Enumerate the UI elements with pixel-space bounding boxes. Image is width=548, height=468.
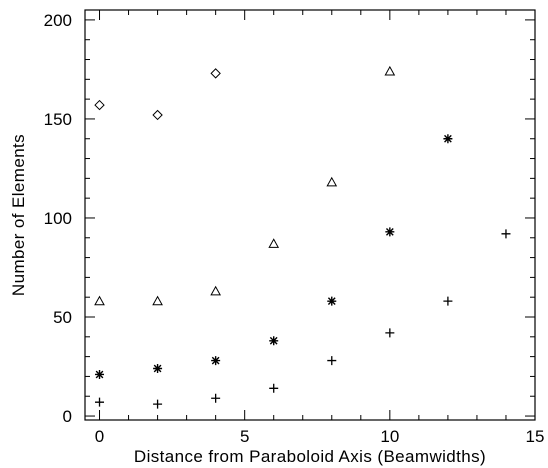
asterisk-point — [95, 369, 105, 379]
x-tick-label: 15 — [526, 427, 545, 446]
plus-point — [327, 356, 337, 366]
diamond-point — [94, 99, 105, 111]
y-tick-label: 50 — [53, 308, 72, 327]
triangle-point — [210, 285, 221, 296]
asterisk-point — [269, 336, 279, 346]
plot-frame — [84, 9, 536, 421]
plus-point — [385, 328, 395, 338]
plus-point — [153, 399, 163, 409]
plus-point — [443, 296, 453, 306]
x-tick-label: 0 — [95, 427, 104, 446]
plus-point — [269, 383, 279, 393]
triangle-point — [94, 295, 105, 306]
plus-point — [211, 393, 221, 403]
triangle-point — [152, 295, 163, 306]
y-axis-label: Number of Elements — [9, 134, 28, 296]
asterisk-point — [327, 296, 337, 306]
asterisk-point — [385, 227, 395, 237]
plus-point — [95, 397, 105, 407]
plus-point — [501, 229, 511, 239]
data-markers — [94, 65, 511, 409]
x-axis-label: Distance from Paraboloid Axis (Beamwidth… — [134, 447, 486, 466]
y-tick-label: 100 — [44, 209, 72, 228]
diamond-point — [152, 109, 163, 121]
asterisk-point — [153, 364, 163, 374]
triangle-point — [326, 176, 338, 187]
triangle-point — [268, 238, 280, 248]
x-tick-label: 5 — [240, 427, 249, 446]
x-tick-label: 10 — [380, 427, 399, 446]
asterisk-point — [443, 134, 453, 144]
y-tick-label: 0 — [63, 407, 72, 426]
y-tick-label: 200 — [44, 11, 72, 30]
diamond-point — [210, 68, 221, 79]
triangle-point — [384, 65, 396, 76]
y-tick-label: 150 — [44, 110, 72, 129]
asterisk-point — [211, 356, 221, 366]
